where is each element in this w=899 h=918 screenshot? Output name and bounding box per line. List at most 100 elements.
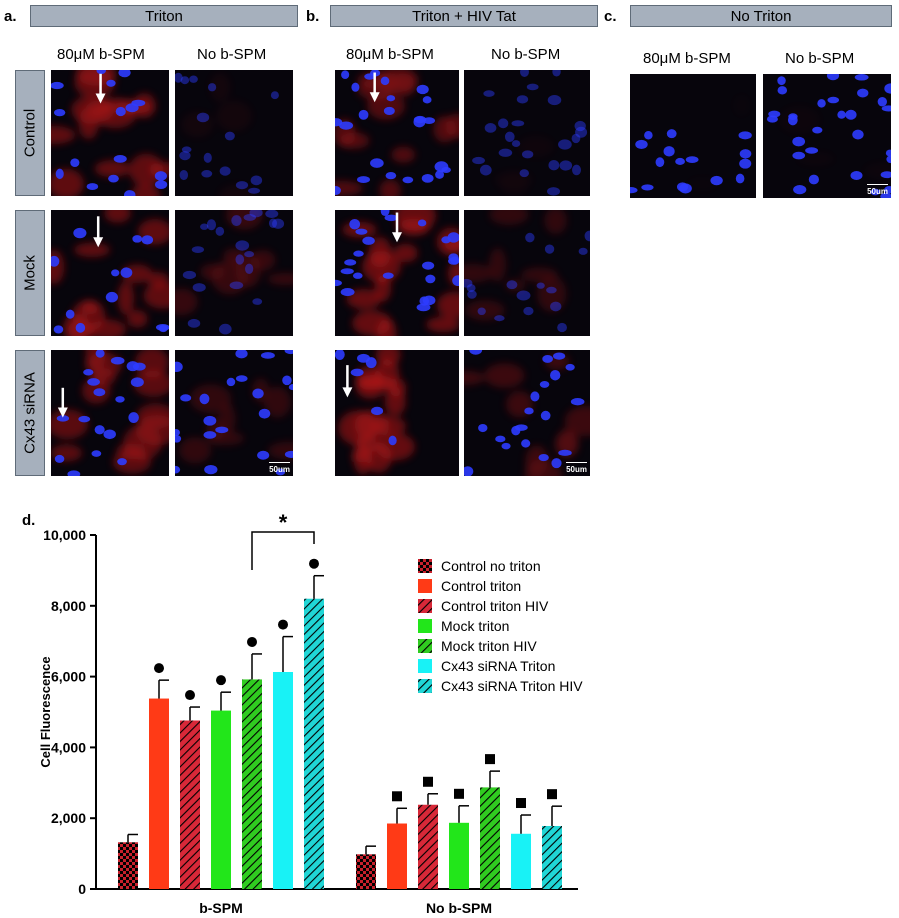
micrograph-texture <box>766 74 891 198</box>
bar <box>511 833 531 889</box>
micrograph-texture <box>335 70 459 196</box>
row-label-mock-text: Mock <box>21 255 39 291</box>
scale-bar-c: 50um <box>867 184 888 196</box>
row-label-control: Control <box>15 70 45 196</box>
micrograph-b-control-spm <box>335 70 459 196</box>
micrograph-texture <box>51 70 169 196</box>
panel-d-letter: d. <box>22 512 36 529</box>
significance-square <box>392 791 402 802</box>
y-tick-label: 10,000 <box>43 527 86 543</box>
bar <box>211 710 231 889</box>
significance-square <box>547 789 557 800</box>
micrograph-texture <box>630 129 752 194</box>
bar <box>449 822 469 889</box>
row-label-mock: Mock <box>15 210 45 336</box>
micrograph-a-mock-spm <box>51 210 169 336</box>
y-tick-label: 4,000 <box>51 739 86 755</box>
panel-c-title: No Triton <box>630 5 892 27</box>
micrograph-b-control-nospm <box>464 70 590 196</box>
bar <box>542 825 562 889</box>
significance-dot <box>309 558 319 569</box>
legend-swatch <box>418 559 432 573</box>
panel-a-col-nospm: No b-SPM <box>197 46 267 63</box>
bar <box>387 823 407 889</box>
bar <box>356 854 376 889</box>
micrograph-texture <box>175 350 293 476</box>
micrograph-b-mock-nospm <box>464 210 590 336</box>
panel-c-title-text: No Triton <box>730 7 792 25</box>
row-label-sirna-text: Cx43 siRNA <box>21 372 39 454</box>
bar <box>242 679 262 889</box>
row-label-control-text: Control <box>21 108 39 158</box>
micrograph-a-control-spm <box>51 70 169 196</box>
bar <box>149 698 169 889</box>
y-tick-label: 6,000 <box>51 669 86 685</box>
significance-square <box>454 788 464 799</box>
scale-bar-a: 50um <box>269 462 290 474</box>
panel-c-col-nospm: No b-SPM <box>785 50 855 67</box>
micrograph-texture <box>51 210 169 336</box>
micrograph-texture <box>464 210 590 333</box>
micrograph-texture <box>335 350 415 475</box>
bar <box>273 671 293 889</box>
panel-b-col-nospm: No b-SPM <box>491 46 561 63</box>
panel-b-title-text: Triton + HIV Tat <box>412 7 516 25</box>
panel-a-title-text: Triton <box>145 7 183 25</box>
micrograph-texture <box>464 350 590 476</box>
significance-square <box>516 798 526 809</box>
panel-c-letter: c. <box>604 8 617 25</box>
micrograph-a-mock-nospm <box>175 210 293 336</box>
legend-label: Mock triton HIV <box>441 638 537 654</box>
y-tick-label: 2,000 <box>51 810 86 826</box>
significance-dot <box>154 663 164 674</box>
micrograph-b-mock-spm <box>335 210 459 336</box>
legend-swatch <box>418 659 432 673</box>
panel-a-title: Triton <box>30 5 298 27</box>
significance-bracket: * <box>251 510 315 570</box>
legend-label: Cx43 siRNA Triton HIV <box>441 678 583 694</box>
fluorescence-bar-chart: 0 2,000 4,000 6,000 8,000 10,000 Cell Fluoresc… <box>38 510 583 916</box>
significance-square <box>423 776 433 787</box>
micrograph-c-nospm: 50um <box>763 74 891 198</box>
significance-dot <box>247 636 257 647</box>
micrograph-a-sirna-nospm: 50um <box>175 350 293 476</box>
micrograph-a-control-nospm <box>175 70 293 196</box>
y-tick-label: 0 <box>78 881 86 897</box>
micrograph-b-sirna-nospm: 50um <box>464 350 590 476</box>
significance-square <box>485 754 495 765</box>
panel-c-col-spm: 80μM b-SPM <box>643 50 731 67</box>
bar <box>480 787 500 889</box>
legend-label: Cx43 siRNA Triton <box>441 658 555 674</box>
legend-label: Mock triton <box>441 618 509 634</box>
panel-b-col-spm: 80μM b-SPM <box>346 46 434 63</box>
panel-b-title: Triton + HIV Tat <box>330 5 598 27</box>
micrograph-c-spm <box>630 74 756 198</box>
x-category-label: b-SPM <box>199 900 243 916</box>
micrograph-b-sirna-spm <box>335 350 459 476</box>
legend-swatch <box>418 639 432 653</box>
micrograph-texture <box>335 210 459 336</box>
legend-label: Control triton HIV <box>441 598 549 614</box>
panel-a-col-spm: 80μM b-SPM <box>57 46 145 63</box>
row-label-sirna: Cx43 siRNA <box>15 350 45 476</box>
panel-b-letter: b. <box>306 8 320 25</box>
micrograph-texture <box>472 70 588 196</box>
bar <box>418 804 438 889</box>
significance-dot <box>185 690 195 701</box>
bar <box>180 720 200 889</box>
x-category-label: No b-SPM <box>426 900 492 916</box>
legend-swatch <box>418 679 432 693</box>
legend-label: Control no triton <box>441 558 541 574</box>
bar <box>118 842 138 889</box>
legend-swatch <box>418 579 432 593</box>
micrograph-texture <box>51 350 169 476</box>
y-axis-label: Cell Fluorescence <box>38 656 53 767</box>
significance-dot <box>216 675 226 686</box>
legend-label: Control triton <box>441 578 521 594</box>
bar <box>304 598 324 889</box>
panel-a-letter: a. <box>4 8 17 25</box>
chart-legend: Control no triton Control triton Control t… <box>418 558 583 694</box>
significance-star: * <box>279 510 288 535</box>
chart-bars <box>118 558 562 889</box>
scale-bar-b: 50um <box>566 462 587 474</box>
